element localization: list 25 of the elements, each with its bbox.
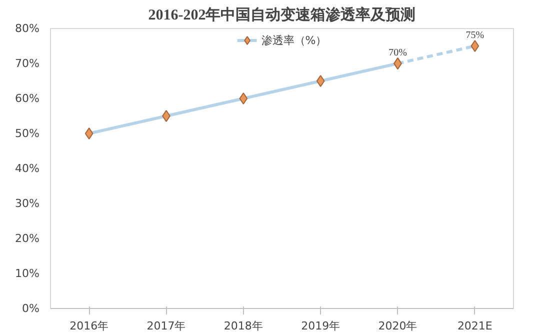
x-tick-label: 2017年	[146, 320, 186, 332]
y-tick-label: 60%	[15, 92, 40, 105]
y-tick-label: 0%	[22, 302, 40, 315]
y-tick-label: 40%	[15, 162, 40, 175]
y-tick-label: 80%	[15, 22, 40, 35]
y-tick-label: 30%	[15, 197, 40, 210]
point	[470, 40, 480, 52]
legend-label: 渗透率（%）	[261, 32, 327, 48]
point	[394, 58, 402, 70]
data-label: 70%	[388, 48, 407, 58]
point	[316, 75, 325, 87]
x-tick-label: 2016年	[70, 320, 109, 332]
point	[162, 110, 170, 122]
point	[84, 128, 94, 140]
x-tick-label: 2019年	[301, 320, 340, 332]
y-tick-label: 10%	[15, 267, 40, 280]
data-label: 75%	[466, 30, 484, 41]
point	[239, 92, 248, 104]
x-tick-label: 2021E	[457, 320, 492, 332]
chart-title: 2016-202年中国自动变速箱渗透率及预测	[148, 6, 416, 24]
x-tick-label: 2018年	[224, 320, 263, 332]
y-tick-label: 50%	[15, 127, 40, 140]
y-tick-label: 70%	[15, 57, 40, 70]
y-tick-label: 20%	[15, 232, 40, 245]
x-tick-label: 2020年	[378, 320, 418, 332]
